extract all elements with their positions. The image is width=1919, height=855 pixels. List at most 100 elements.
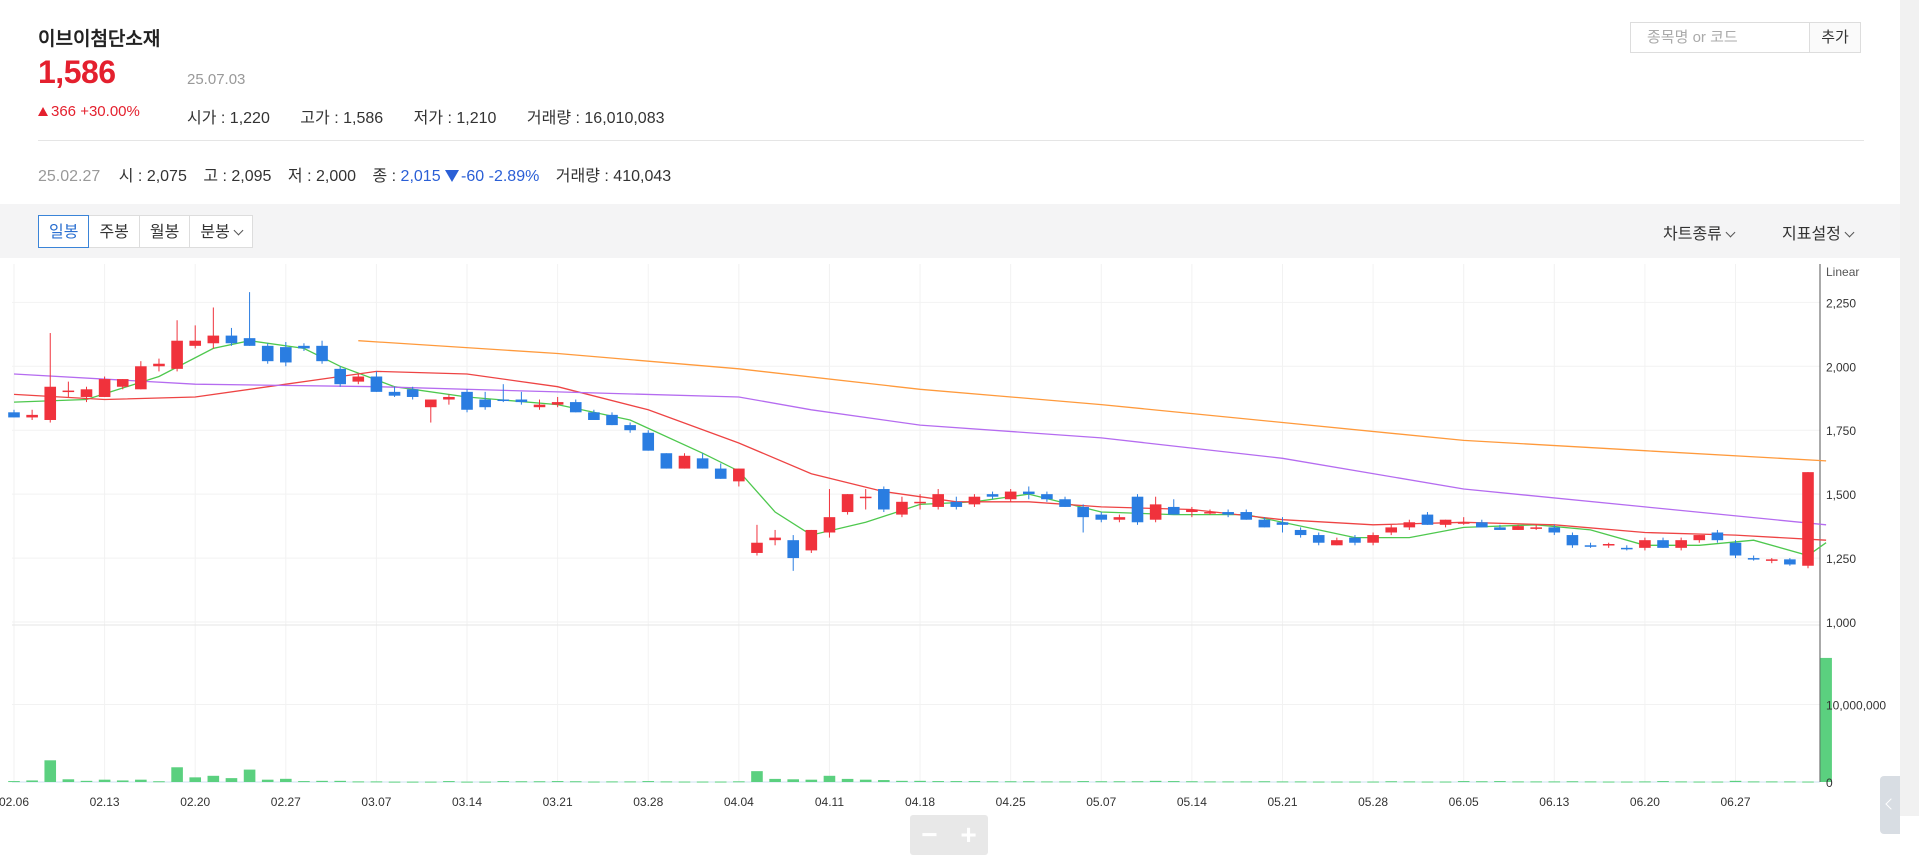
- volume-bar: [1802, 781, 1814, 783]
- candle-body: [678, 455, 691, 469]
- hover-high: 2,095: [231, 168, 272, 185]
- hover-open: 2,075: [146, 168, 187, 185]
- candle-body: [551, 402, 564, 405]
- add-button[interactable]: 추가: [1809, 22, 1861, 53]
- volume-bar: [116, 780, 129, 782]
- x-tick-label: 05.28: [1358, 795, 1388, 809]
- candle-body: [569, 402, 582, 413]
- chart-canvas[interactable]: Linear 2,250 2,000 1,750 1,500 1,250 1,000 10,0…: [0, 262, 1900, 816]
- period-tabs: 일봉 주봉 월봉 분봉: [38, 215, 253, 248]
- candle-body: [986, 494, 999, 497]
- volume-bar: [261, 779, 274, 782]
- volume-bar: [660, 781, 673, 783]
- ma-line-ma120: [358, 340, 1827, 462]
- candle-body: [1367, 535, 1379, 543]
- volume-bar: [986, 781, 999, 783]
- chart-type-dropdown[interactable]: 차트종류: [1663, 220, 1736, 244]
- candle-body: [624, 425, 636, 431]
- candle-body: [443, 396, 455, 400]
- candle-body: [225, 335, 238, 344]
- down-triangle-icon: [445, 170, 460, 182]
- candle-body: [733, 468, 745, 482]
- volume-bar: [298, 781, 310, 783]
- candle-body: [461, 391, 473, 410]
- tab-minute[interactable]: 분봉: [190, 215, 253, 248]
- volume-bar: [1186, 781, 1198, 783]
- hover-volume: 410,043: [613, 168, 672, 185]
- volume-bar: [823, 775, 836, 782]
- volume-bar: [1530, 781, 1542, 783]
- volume-bar: [950, 781, 963, 783]
- candle-body: [98, 379, 111, 397]
- candle-body: [1004, 491, 1017, 500]
- candle-body: [1494, 527, 1506, 530]
- x-tick-label: 02.20: [180, 795, 210, 809]
- side-panel-toggle[interactable]: [1880, 776, 1900, 834]
- candle-body: [1620, 547, 1633, 550]
- volume-bar: [135, 779, 147, 782]
- volume-bar: [1675, 781, 1687, 783]
- candle-body: [1059, 499, 1071, 507]
- candle-body: [1022, 491, 1035, 495]
- stock-search-input[interactable]: [1631, 23, 1817, 52]
- volume-bar: [533, 781, 546, 783]
- volume-bar: [406, 781, 419, 783]
- candle-body: [261, 345, 274, 362]
- candle-body: [1512, 526, 1524, 530]
- candle-body: [1186, 509, 1198, 513]
- tab-monthly[interactable]: 월봉: [139, 215, 191, 248]
- volume-bar: [225, 778, 238, 782]
- indicator-settings-dropdown[interactable]: 지표설정: [1782, 220, 1855, 244]
- candle-body: [424, 399, 437, 408]
- volume-bar: [1747, 781, 1760, 783]
- scrollbar[interactable]: [1900, 0, 1919, 816]
- up-arrow-icon: [38, 107, 48, 116]
- candle-body: [751, 542, 763, 553]
- candle-body: [370, 376, 383, 392]
- x-tick-label: 02.13: [90, 795, 120, 809]
- header-divider: [38, 140, 1864, 141]
- x-tick-label: 02.27: [271, 795, 301, 809]
- candle-body: [1802, 472, 1814, 566]
- candle-body: [26, 414, 38, 418]
- candle-body: [1548, 527, 1561, 533]
- volume-bar: [914, 780, 926, 782]
- candle-body: [334, 368, 346, 385]
- volume-bar: [1004, 781, 1017, 783]
- tab-weekly[interactable]: 주봉: [89, 215, 140, 248]
- volume-bar: [44, 760, 57, 782]
- open-value: 1,220: [229, 110, 270, 127]
- volume-bar: [1784, 781, 1796, 783]
- candle-body: [479, 399, 491, 408]
- x-tick-label: 04.04: [724, 795, 754, 809]
- candle-body: [1729, 542, 1742, 556]
- candle-body: [968, 496, 981, 505]
- volume-bar: [805, 779, 818, 782]
- volume-bar: [334, 780, 346, 782]
- candle-body: [1222, 512, 1234, 515]
- volume-bar: [26, 780, 38, 782]
- volume-bar: [1149, 780, 1162, 782]
- volume-bar: [1258, 781, 1271, 783]
- volume-bar: [171, 767, 183, 782]
- candle-body: [950, 501, 963, 507]
- candle-body: [588, 412, 600, 420]
- x-tick-label: 04.25: [996, 795, 1026, 809]
- volume-bar: [1331, 781, 1343, 783]
- volume-bar: [1711, 781, 1724, 783]
- x-tick-label: 03.21: [543, 795, 573, 809]
- volume-tick-label: 0: [1826, 776, 1833, 790]
- tab-daily[interactable]: 일봉: [38, 215, 90, 248]
- zoom-out-button[interactable]: −: [921, 819, 938, 850]
- price-chart[interactable]: Linear 2,250 2,000 1,750 1,500 1,250 1,000 10,0…: [0, 262, 1900, 855]
- volume-bar: [1312, 781, 1325, 783]
- zoom-in-button[interactable]: +: [960, 819, 977, 850]
- x-tick-label: 03.07: [361, 795, 391, 809]
- y-tick-label: 2,000: [1826, 360, 1856, 374]
- y-tick-label: 1,000: [1826, 616, 1856, 630]
- candle-body: [787, 540, 800, 559]
- hover-open-label: 시: [118, 168, 134, 185]
- volume-bar: [207, 775, 220, 782]
- candle-body: [1294, 529, 1307, 536]
- volume-bar: [1349, 781, 1361, 783]
